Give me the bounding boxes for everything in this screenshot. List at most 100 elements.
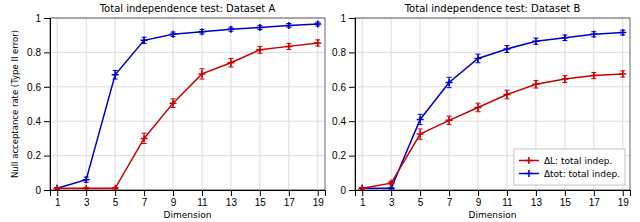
marker [590,72,597,79]
error-bar [257,46,262,53]
tick-mark [318,190,319,196]
tick-label: 0 [35,185,41,196]
marker [141,135,148,142]
legend-box [514,149,625,185]
marker [503,91,510,98]
marker [417,116,424,123]
x-tick: 3 [389,190,395,208]
tick-label: 0.2 [27,150,41,161]
tick-mark [289,190,290,196]
grid-line [391,18,392,190]
error-bar [591,32,596,37]
tick-mark [44,190,50,191]
tick-label: 1 [55,197,61,208]
tick-label: 0.4 [332,116,346,127]
title: Total independence test: Dataset B [404,3,581,14]
tick-mark [507,190,508,196]
marker [285,22,292,29]
series [359,29,627,190]
tick-mark [349,87,355,88]
marker [141,37,148,44]
error-bar-path [315,40,320,46]
line [57,43,318,188]
y-tick: 0.2 [27,150,50,161]
grid [355,18,630,190]
marker [170,100,177,107]
axis-domain [44,19,51,191]
marker [170,31,177,38]
y-axis: 00.20.40.60.81 [27,13,50,196]
error-bar [504,90,509,99]
x-tick: 13 [226,190,238,208]
error-bar-path [591,73,596,79]
x-axis: 135791113151719 [51,190,326,208]
x-tick: 11 [197,190,208,208]
grid-line [201,18,202,190]
tick-mark [420,190,421,196]
grid-line [115,18,116,190]
tick-label: 0.8 [332,47,346,58]
error-bar [199,69,204,79]
marker [112,71,119,78]
marker [54,185,61,190]
tick-label: 1 [340,13,346,24]
tick-mark [44,121,50,122]
x-tick: 7 [447,190,453,208]
error-bar-path [228,58,233,67]
error-bar [286,43,291,49]
marks [359,29,627,190]
marker [227,59,234,66]
error-bar-path [504,90,509,99]
x-axis: 135791113151719 [356,190,631,208]
error-bar [84,177,89,182]
tick-label: 11 [197,197,208,208]
line [362,33,623,189]
error-bar [476,103,481,112]
error-bar-path [447,116,452,125]
marker [198,70,205,77]
tick-label: 7 [447,197,453,208]
grid-line [50,121,325,122]
axis-domain [356,191,631,197]
error-bar [447,77,452,87]
y-tick: 1 [340,13,355,24]
tick-mark [391,190,392,196]
tick-mark [478,190,479,196]
error-bar-path [286,43,291,49]
legend: ΔL: total indep.Δtot: total indep. [514,149,625,185]
marker [446,117,453,124]
tick-label: 13 [531,197,543,208]
tick-label: 5 [113,197,119,208]
legend-label: Δtot: total indep. [544,169,620,179]
tick-mark [44,52,50,53]
marker [590,31,597,38]
marker [619,29,626,36]
tick-mark [349,52,355,53]
tick-mark [202,190,203,196]
panel: 13579111315171900.20.40.60.81Total indep… [332,3,630,220]
error-bar [562,35,567,41]
y-tick: 0.2 [332,150,355,161]
grid-line [355,52,630,53]
marker [446,79,453,86]
error-bar [562,76,567,83]
tick-mark [362,190,363,196]
x-tick: 1 [360,190,366,208]
x-tick: 13 [531,190,543,208]
error-bar [504,46,509,53]
y-tick: 0.8 [27,47,50,58]
error-bar-path [199,69,204,79]
error-bar [533,38,538,44]
x-tick: 7 [142,190,148,208]
series [54,21,322,190]
marker [561,76,568,83]
error-bar-path [562,76,567,83]
grid-line [506,18,507,190]
error-bar [228,58,233,67]
x-axis-title: Dimension [469,210,517,220]
error-bar-path [476,103,481,112]
error-bar [620,71,625,77]
marker [475,55,482,62]
line [362,74,623,188]
tick-label: 9 [476,197,482,208]
